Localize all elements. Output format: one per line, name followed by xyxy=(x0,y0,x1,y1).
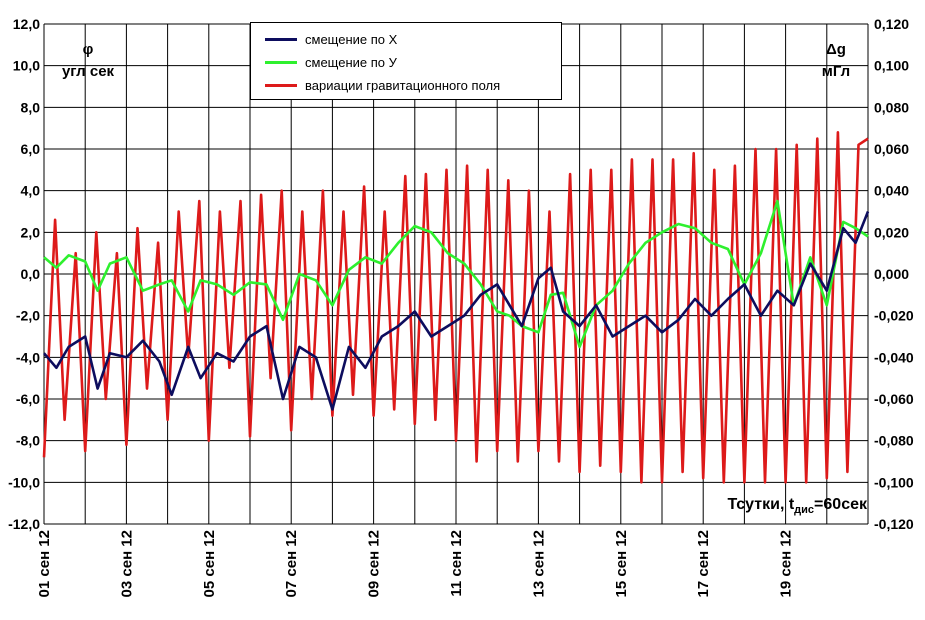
x-tick-label: 05 сен 12 xyxy=(201,530,218,597)
left-axis-symbol: φ xyxy=(83,41,94,58)
left-tick-label: 6,0 xyxy=(21,141,41,157)
x-tick-label: 01 сен 12 xyxy=(36,530,53,597)
x-tick-label: 15 сен 12 xyxy=(613,530,630,597)
legend-item-x: смещение по Х xyxy=(265,29,397,49)
left-tick-label: -12,0 xyxy=(8,516,40,532)
legend: смещение по Х смещение по У вариации гра… xyxy=(250,22,562,100)
x-axis-note-sub: дис xyxy=(794,504,815,517)
legend-item-y: смещение по У xyxy=(265,52,397,72)
left-axis-ticks: 12,0 10,0 8,0 6,0 4,0 2,0 0,0 -2,0 -4,0 -6,0 -8,0 -… xyxy=(8,16,40,532)
right-tick-label: -0,020 xyxy=(874,308,914,324)
left-tick-label: -6,0 xyxy=(16,391,40,407)
left-tick-label: -10,0 xyxy=(8,474,40,490)
right-tick-label: 0,120 xyxy=(874,16,909,32)
right-tick-label: 0,040 xyxy=(874,183,909,199)
right-tick-label: -0,060 xyxy=(874,391,914,407)
series-line-gravity xyxy=(42,131,869,484)
x-axis-ticks: 01 сен 12 03 сен 12 05 сен 12 07 сен 12 09 с… xyxy=(36,530,795,597)
x-tick-label: 13 сен 12 xyxy=(530,530,547,597)
x-axis-note: Тсутки, tдис=60сек xyxy=(728,496,867,516)
right-axis-unit: мГл xyxy=(822,63,850,80)
x-axis-note-prefix: Тсутки, t xyxy=(727,496,795,513)
right-axis-symbol: Δg xyxy=(826,41,846,58)
left-tick-label: -8,0 xyxy=(16,433,40,449)
left-tick-label: 8,0 xyxy=(21,99,41,115)
legend-label-gravity: вариации гравитационного поля xyxy=(305,77,501,93)
left-tick-label: 4,0 xyxy=(21,183,41,199)
legend-label-x: смещение по Х xyxy=(305,31,398,47)
legend-swatch-gravity xyxy=(265,83,297,87)
right-axis-ticks: 0,120 0,100 0,080 0,060 0,040 0,020 0,000 -0,02… xyxy=(874,16,914,532)
left-tick-label: -2,0 xyxy=(16,308,40,324)
x-tick-label: 19 сен 12 xyxy=(778,530,795,597)
left-tick-label: 0,0 xyxy=(21,266,41,282)
left-tick-label: -4,0 xyxy=(16,349,40,365)
right-tick-label: -0,100 xyxy=(874,474,914,490)
legend-label-y: смещение по У xyxy=(305,54,397,70)
right-tick-label: -0,120 xyxy=(874,516,914,532)
left-tick-label: 12,0 xyxy=(13,16,40,32)
x-tick-label: 17 сен 12 xyxy=(695,530,712,597)
left-tick-label: 10,0 xyxy=(13,58,40,74)
right-tick-label: 0,020 xyxy=(874,224,909,240)
right-tick-label: 0,060 xyxy=(874,141,909,157)
x-tick-label: 07 сен 12 xyxy=(283,530,300,597)
legend-swatch-x xyxy=(265,37,297,41)
legend-item-gravity: вариации гравитационного поля xyxy=(265,75,500,95)
left-axis-unit: угл сек xyxy=(62,63,115,80)
right-tick-label: -0,040 xyxy=(874,349,914,365)
series-line-x xyxy=(43,211,870,411)
left-tick-label: 2,0 xyxy=(21,224,41,240)
series-line-y xyxy=(43,199,869,349)
series-layer xyxy=(42,131,870,484)
right-tick-label: 0,000 xyxy=(874,266,909,282)
x-tick-label: 09 сен 12 xyxy=(366,530,383,597)
legend-swatch-y xyxy=(265,60,297,64)
right-tick-label: 0,100 xyxy=(874,58,909,74)
x-tick-label: 03 сен 12 xyxy=(118,530,135,597)
x-axis-note-suffix: =60сек xyxy=(814,496,867,513)
right-tick-label: -0,080 xyxy=(874,433,914,449)
right-tick-label: 0,080 xyxy=(874,99,909,115)
x-tick-label: 11 сен 12 xyxy=(448,530,465,597)
